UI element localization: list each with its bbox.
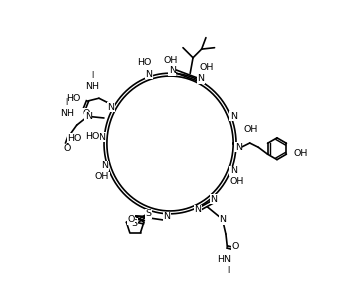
Text: OH: OH bbox=[244, 125, 258, 133]
Text: OH: OH bbox=[95, 172, 109, 181]
Text: NH: NH bbox=[60, 108, 74, 118]
Text: N: N bbox=[102, 162, 109, 170]
Text: S: S bbox=[146, 209, 152, 218]
Text: I: I bbox=[65, 98, 68, 107]
Text: HN: HN bbox=[217, 255, 232, 263]
Text: I: I bbox=[228, 266, 230, 275]
Text: O: O bbox=[232, 243, 239, 251]
Text: HO: HO bbox=[68, 133, 82, 143]
Text: OH: OH bbox=[229, 177, 244, 186]
Text: NH: NH bbox=[86, 82, 99, 91]
Text: N: N bbox=[230, 166, 237, 175]
Text: N: N bbox=[194, 205, 201, 214]
Text: O: O bbox=[83, 109, 90, 118]
Text: OH: OH bbox=[293, 150, 307, 158]
Text: I: I bbox=[91, 71, 94, 80]
Text: HO: HO bbox=[138, 59, 152, 67]
Text: N: N bbox=[197, 74, 204, 83]
Text: N: N bbox=[230, 112, 237, 121]
Text: O: O bbox=[127, 216, 135, 224]
Text: N: N bbox=[211, 195, 217, 203]
Text: N: N bbox=[235, 143, 242, 152]
Text: OH: OH bbox=[199, 63, 213, 72]
Text: N: N bbox=[98, 133, 106, 142]
Text: N: N bbox=[163, 212, 170, 222]
Text: HO: HO bbox=[86, 132, 100, 141]
Text: HO: HO bbox=[66, 94, 80, 103]
Text: N: N bbox=[169, 66, 176, 75]
Text: S: S bbox=[132, 219, 138, 228]
Text: N: N bbox=[85, 112, 92, 121]
Text: N: N bbox=[220, 215, 227, 224]
Text: O: O bbox=[64, 144, 71, 154]
Text: N: N bbox=[146, 70, 152, 79]
Text: N: N bbox=[107, 103, 114, 112]
Text: OH: OH bbox=[164, 55, 178, 65]
